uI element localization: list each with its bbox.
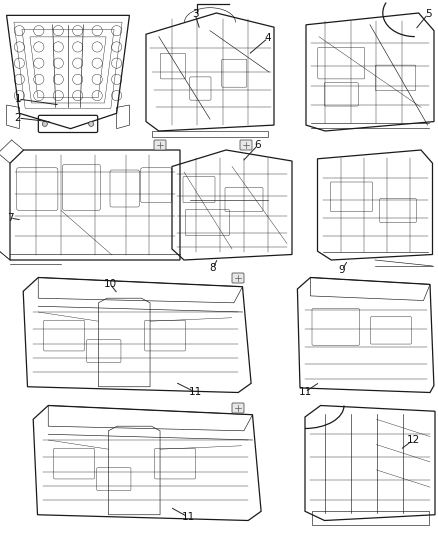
Circle shape	[42, 122, 47, 126]
Text: 2: 2	[15, 113, 21, 123]
FancyBboxPatch shape	[232, 273, 244, 283]
FancyBboxPatch shape	[240, 140, 252, 150]
Text: 11: 11	[181, 512, 194, 522]
Circle shape	[88, 122, 94, 126]
Text: 3: 3	[192, 9, 198, 19]
Text: 11: 11	[298, 387, 311, 397]
Text: 12: 12	[406, 435, 420, 445]
FancyBboxPatch shape	[232, 403, 244, 413]
Text: 1: 1	[15, 94, 21, 104]
Text: 7: 7	[7, 213, 13, 223]
Text: 8: 8	[210, 263, 216, 273]
Text: 9: 9	[339, 265, 345, 275]
Text: 11: 11	[188, 387, 201, 397]
Text: 4: 4	[265, 33, 271, 43]
Text: 10: 10	[103, 279, 117, 289]
Text: 6: 6	[254, 140, 261, 150]
FancyBboxPatch shape	[154, 140, 166, 150]
Text: 5: 5	[425, 9, 431, 19]
